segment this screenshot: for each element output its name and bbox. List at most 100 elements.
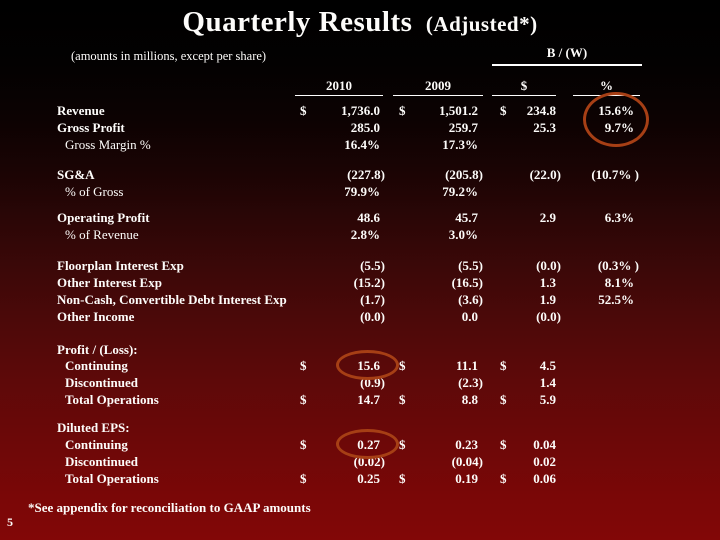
value-cell: 285.0 xyxy=(350,120,380,135)
value-cell: 234.8 xyxy=(526,103,556,118)
value-cell: 79.9% xyxy=(344,184,380,199)
value-cell: 1,501.2 xyxy=(439,103,478,118)
better-worse-underline xyxy=(492,64,642,66)
value-cell: (5.5) xyxy=(458,258,483,273)
value-cell: (10.7% ) xyxy=(591,167,639,182)
value-cell: (3.6) xyxy=(458,292,483,307)
column-header-2010: 2010 xyxy=(295,78,383,96)
value-cell: (2.3) xyxy=(458,375,483,390)
value-cell: 48.6 xyxy=(357,210,380,225)
value-cell: 1.3 xyxy=(539,275,556,290)
row-label: Operating Profit xyxy=(57,210,150,225)
table-row: Floorplan Interest Exp (5.5) (5.5) (0.0) (0.… xyxy=(0,258,720,274)
value-cell: (1.7) xyxy=(360,292,385,307)
dollar-sign: $ xyxy=(500,437,507,452)
row-label: Discontinued xyxy=(65,375,138,390)
value-cell: (0.0) xyxy=(360,309,385,324)
dollar-sign: $ xyxy=(300,103,307,118)
value-cell: 1.9 xyxy=(539,292,556,307)
dollar-sign: $ xyxy=(300,437,307,452)
slide-title-main: Quarterly Results xyxy=(182,6,413,38)
table-row: % of Revenue 2.8% 3.0% xyxy=(0,227,720,243)
value-cell: 16.4% xyxy=(344,137,380,152)
value-cell: 25.3 xyxy=(533,120,556,135)
value-cell: (15.2) xyxy=(353,275,385,290)
column-header-dollar-change: $ xyxy=(492,78,556,96)
table-row: Other Income (0.0) 0.0 (0.0) xyxy=(0,309,720,325)
table-row: Profit / (Loss): xyxy=(0,342,720,358)
table-row: % of Gross 79.9% 79.2% xyxy=(0,184,720,200)
dollar-sign: $ xyxy=(399,358,406,373)
value-cell: (5.5) xyxy=(360,258,385,273)
dollar-sign: $ xyxy=(399,471,406,486)
dollar-sign: $ xyxy=(500,471,507,486)
value-cell: 14.7 xyxy=(357,392,380,407)
annotation-circle-continuing-profit xyxy=(336,350,399,380)
annotation-circle-pct-change xyxy=(583,92,649,147)
row-label: Continuing xyxy=(65,358,128,373)
value-cell: 52.5% xyxy=(598,292,634,307)
row-label: Non-Cash, Convertible Debt Interest Exp xyxy=(57,292,287,307)
value-cell: 0.23 xyxy=(455,437,478,452)
row-label: Discontinued xyxy=(65,454,138,469)
dollar-sign: $ xyxy=(500,358,507,373)
table-row: Total Operations $ $ $14.7 8.8 5.9 xyxy=(0,392,720,408)
value-cell: (0.0) xyxy=(536,309,561,324)
dollar-sign: $ xyxy=(399,392,406,407)
value-cell: 0.0 xyxy=(461,309,478,324)
table-row: SG&A (227.8) (205.8) (22.0) (10.7% ) xyxy=(0,167,720,183)
row-label: Profit / (Loss): xyxy=(57,342,138,357)
row-label: SG&A xyxy=(57,167,95,182)
slide-title: Quarterly Results (Adjusted*) xyxy=(0,6,720,39)
row-label: % of Revenue xyxy=(65,227,139,242)
better-worse-group-header: B / (W) xyxy=(546,45,588,60)
value-cell: (227.8) xyxy=(347,167,385,182)
page-number: 5 xyxy=(7,515,13,529)
table-row: Other Interest Exp (15.2) (16.5) 1.3 8.1% xyxy=(0,275,720,291)
value-cell: 3.0% xyxy=(448,227,478,242)
value-cell: 1.4 xyxy=(539,375,556,390)
value-cell: 1,736.0 xyxy=(341,103,380,118)
row-label: % of Gross xyxy=(65,184,124,199)
dollar-sign: $ xyxy=(399,437,406,452)
value-cell: (0.04) xyxy=(451,454,483,469)
value-cell: (0.3% ) xyxy=(597,258,639,273)
value-cell: 8.1% xyxy=(604,275,634,290)
value-cell: 6.3% xyxy=(604,210,634,225)
value-cell: 8.8 xyxy=(461,392,478,407)
value-cell: 0.19 xyxy=(455,471,478,486)
value-cell: 4.5 xyxy=(539,358,556,373)
row-label: Total Operations xyxy=(65,392,159,407)
gaap-footnote: *See appendix for reconciliation to GAAP… xyxy=(28,500,311,515)
value-cell: 0.25 xyxy=(357,471,380,486)
row-label: Continuing xyxy=(65,437,128,452)
value-cell: (22.0) xyxy=(529,167,561,182)
value-cell: (0.0) xyxy=(536,258,561,273)
value-cell: (16.5) xyxy=(451,275,483,290)
dollar-sign: $ xyxy=(399,103,406,118)
row-label: Other Income xyxy=(57,309,135,324)
row-label: Other Interest Exp xyxy=(57,275,162,290)
dollar-sign: $ xyxy=(300,392,307,407)
row-label: Gross Profit xyxy=(57,120,125,135)
row-label: Total Operations xyxy=(65,471,159,486)
dollar-sign: $ xyxy=(300,358,307,373)
value-cell: 2.9 xyxy=(539,210,556,225)
value-cell: 0.02 xyxy=(533,454,556,469)
value-cell: (205.8) xyxy=(445,167,483,182)
dollar-sign: $ xyxy=(500,103,507,118)
row-label: Revenue xyxy=(57,103,105,118)
table-row: Operating Profit 48.6 45.7 2.9 6.3% xyxy=(0,210,720,226)
slide-title-suffix: (Adjusted*) xyxy=(425,12,538,36)
value-cell: 0.04 xyxy=(533,437,556,452)
column-header-2009: 2009 xyxy=(393,78,483,96)
value-cell: 259.7 xyxy=(448,120,478,135)
value-cell: 5.9 xyxy=(539,392,556,407)
value-cell: 79.2% xyxy=(442,184,478,199)
units-note: (amounts in millions, except per share) xyxy=(71,49,267,63)
row-label: Gross Margin % xyxy=(65,137,151,152)
annotation-circle-diluted-eps xyxy=(336,429,399,459)
dollar-sign: $ xyxy=(500,392,507,407)
value-cell: 11.1 xyxy=(455,358,478,373)
